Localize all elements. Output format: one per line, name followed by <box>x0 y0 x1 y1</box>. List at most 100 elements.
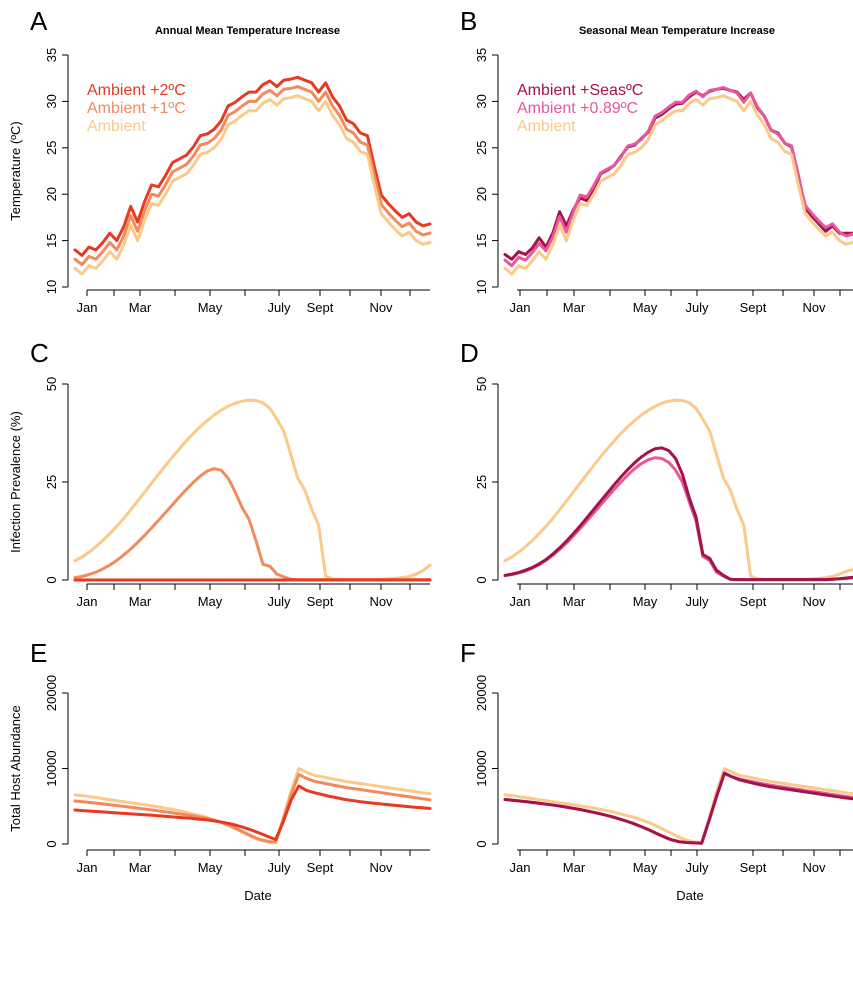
x-tick-label: Jan <box>77 594 98 609</box>
panel-letter: A <box>30 6 48 36</box>
y-tick-label: 15 <box>44 233 59 247</box>
y-tick-label: 25 <box>44 475 59 489</box>
x-tick-label: Sept <box>307 860 334 875</box>
series-line-ambient-0-89-c <box>503 456 853 582</box>
x-tick-label: Mar <box>563 300 586 315</box>
x-tick-label: Jan <box>510 300 531 315</box>
y-axis-label: Temperature (ºC) <box>8 121 23 220</box>
series-line-ambient-0-89-c <box>503 86 853 268</box>
x-tick-label: Sept <box>307 594 334 609</box>
x-tick-label: Sept <box>740 594 767 609</box>
y-axis-label: Infection Prevalence (%) <box>8 411 23 553</box>
x-tick-label: May <box>633 300 658 315</box>
legend-entry: Ambient <box>87 118 146 135</box>
x-tick-label: Nov <box>802 300 826 315</box>
y-tick-label: 50 <box>44 377 59 391</box>
x-axis-label: Date <box>676 888 703 903</box>
series-line-ambient <box>503 94 853 276</box>
legend-entry: Ambient +SeasºC <box>517 82 643 99</box>
y-tick-label: 20 <box>474 187 489 201</box>
chart-panel-e: E 0 10000 20000 Total Host Abundance Jan Mar Ma… <box>8 638 432 903</box>
series-line-ambient-seas-c <box>503 771 853 845</box>
series-line-ambient-1-c <box>73 773 432 844</box>
y-tick-label: 15 <box>474 233 489 247</box>
y-tick-label: 0 <box>474 576 489 583</box>
x-tick-label: Sept <box>307 300 334 315</box>
y-tick-label: 30 <box>474 94 489 108</box>
y-tick-label: 35 <box>474 48 489 62</box>
x-tick-label: May <box>198 300 223 315</box>
x-tick-label: May <box>633 594 658 609</box>
y-tick-label: 10000 <box>44 750 59 786</box>
x-tick-label: Mar <box>129 300 152 315</box>
series-line-ambient-2-c <box>73 75 432 257</box>
y-tick-label: 25 <box>44 141 59 155</box>
y-tick-label: 25 <box>474 141 489 155</box>
x-tick-label: Mar <box>563 860 586 875</box>
x-tick-label: July <box>267 860 291 875</box>
x-tick-label: Nov <box>369 300 393 315</box>
chart-panel-d: D 0 25 50 Jan Mar May July Sept Nov <box>460 338 853 609</box>
panel-title: Annual Mean Temperature Increase <box>155 25 340 37</box>
legend-entry: Ambient <box>517 118 576 135</box>
y-tick-label: 50 <box>474 377 489 391</box>
chart-panel-a: A Annual Mean Temperature Increase 10 15 20 2… <box>8 6 432 315</box>
series-line-ambient-seas-c <box>503 446 853 582</box>
y-tick-label: 0 <box>44 840 59 847</box>
x-tick-label: Nov <box>369 860 393 875</box>
x-tick-label: July <box>685 300 709 315</box>
x-tick-label: July <box>267 300 291 315</box>
y-tick-label: 10000 <box>474 750 489 786</box>
x-tick-label: Jan <box>510 594 531 609</box>
chart-panel-f: F 0 10000 20000 Jan Mar May July Sept Nov Date <box>460 638 853 903</box>
panel-letter: D <box>460 338 479 368</box>
x-tick-label: Jan <box>77 860 98 875</box>
x-tick-label: July <box>685 594 709 609</box>
x-tick-label: May <box>633 860 658 875</box>
panel-letter: E <box>30 638 47 668</box>
x-tick-label: Nov <box>802 860 826 875</box>
panel-title: Seasonal Mean Temperature Increase <box>579 25 775 37</box>
x-axis-label: Date <box>244 888 271 903</box>
x-tick-label: Mar <box>129 594 152 609</box>
y-axis-label: Total Host Abundance <box>8 705 23 831</box>
x-tick-label: May <box>198 860 223 875</box>
x-tick-label: Sept <box>740 860 767 875</box>
y-tick-label: 0 <box>44 576 59 583</box>
x-tick-label: Jan <box>77 300 98 315</box>
y-tick-label: 30 <box>44 94 59 108</box>
chart-panel-b: B Seasonal Mean Temperature Increase 10 15 2… <box>460 6 853 315</box>
x-tick-label: July <box>267 594 291 609</box>
x-tick-label: Mar <box>563 594 586 609</box>
legend-entry: Ambient +2ºC <box>87 82 186 99</box>
legend-entry: Ambient +1ºC <box>87 100 186 117</box>
y-tick-label: 20000 <box>44 675 59 711</box>
x-tick-label: July <box>685 860 709 875</box>
legend-entry: Ambient +0.89ºC <box>517 100 638 117</box>
y-tick-label: 10 <box>44 280 59 294</box>
x-tick-label: Jan <box>510 860 531 875</box>
x-tick-label: Mar <box>129 860 152 875</box>
x-tick-label: May <box>198 594 223 609</box>
panel-letter: B <box>460 6 477 36</box>
chart-panel-c: C 0 25 50 Infection Prevalence (%) Jan Mar May J… <box>8 338 432 609</box>
x-tick-label: Sept <box>740 300 767 315</box>
series-line-ambient <box>503 767 853 844</box>
series-line-ambient <box>73 94 432 276</box>
x-tick-label: Nov <box>802 594 826 609</box>
series-line-ambient-1-c <box>73 85 432 267</box>
y-tick-label: 35 <box>44 48 59 62</box>
series-line-ambient-1-c <box>73 467 432 582</box>
x-tick-label: Nov <box>369 594 393 609</box>
series-line-ambient-2-c <box>73 784 432 841</box>
y-tick-label: 0 <box>474 840 489 847</box>
series-line-ambient-0-89-c <box>503 772 853 845</box>
panel-letter: C <box>30 338 49 368</box>
y-tick-label: 20 <box>44 187 59 201</box>
y-tick-label: 20000 <box>474 675 489 711</box>
y-tick-label: 10 <box>474 280 489 294</box>
y-tick-label: 25 <box>474 475 489 489</box>
